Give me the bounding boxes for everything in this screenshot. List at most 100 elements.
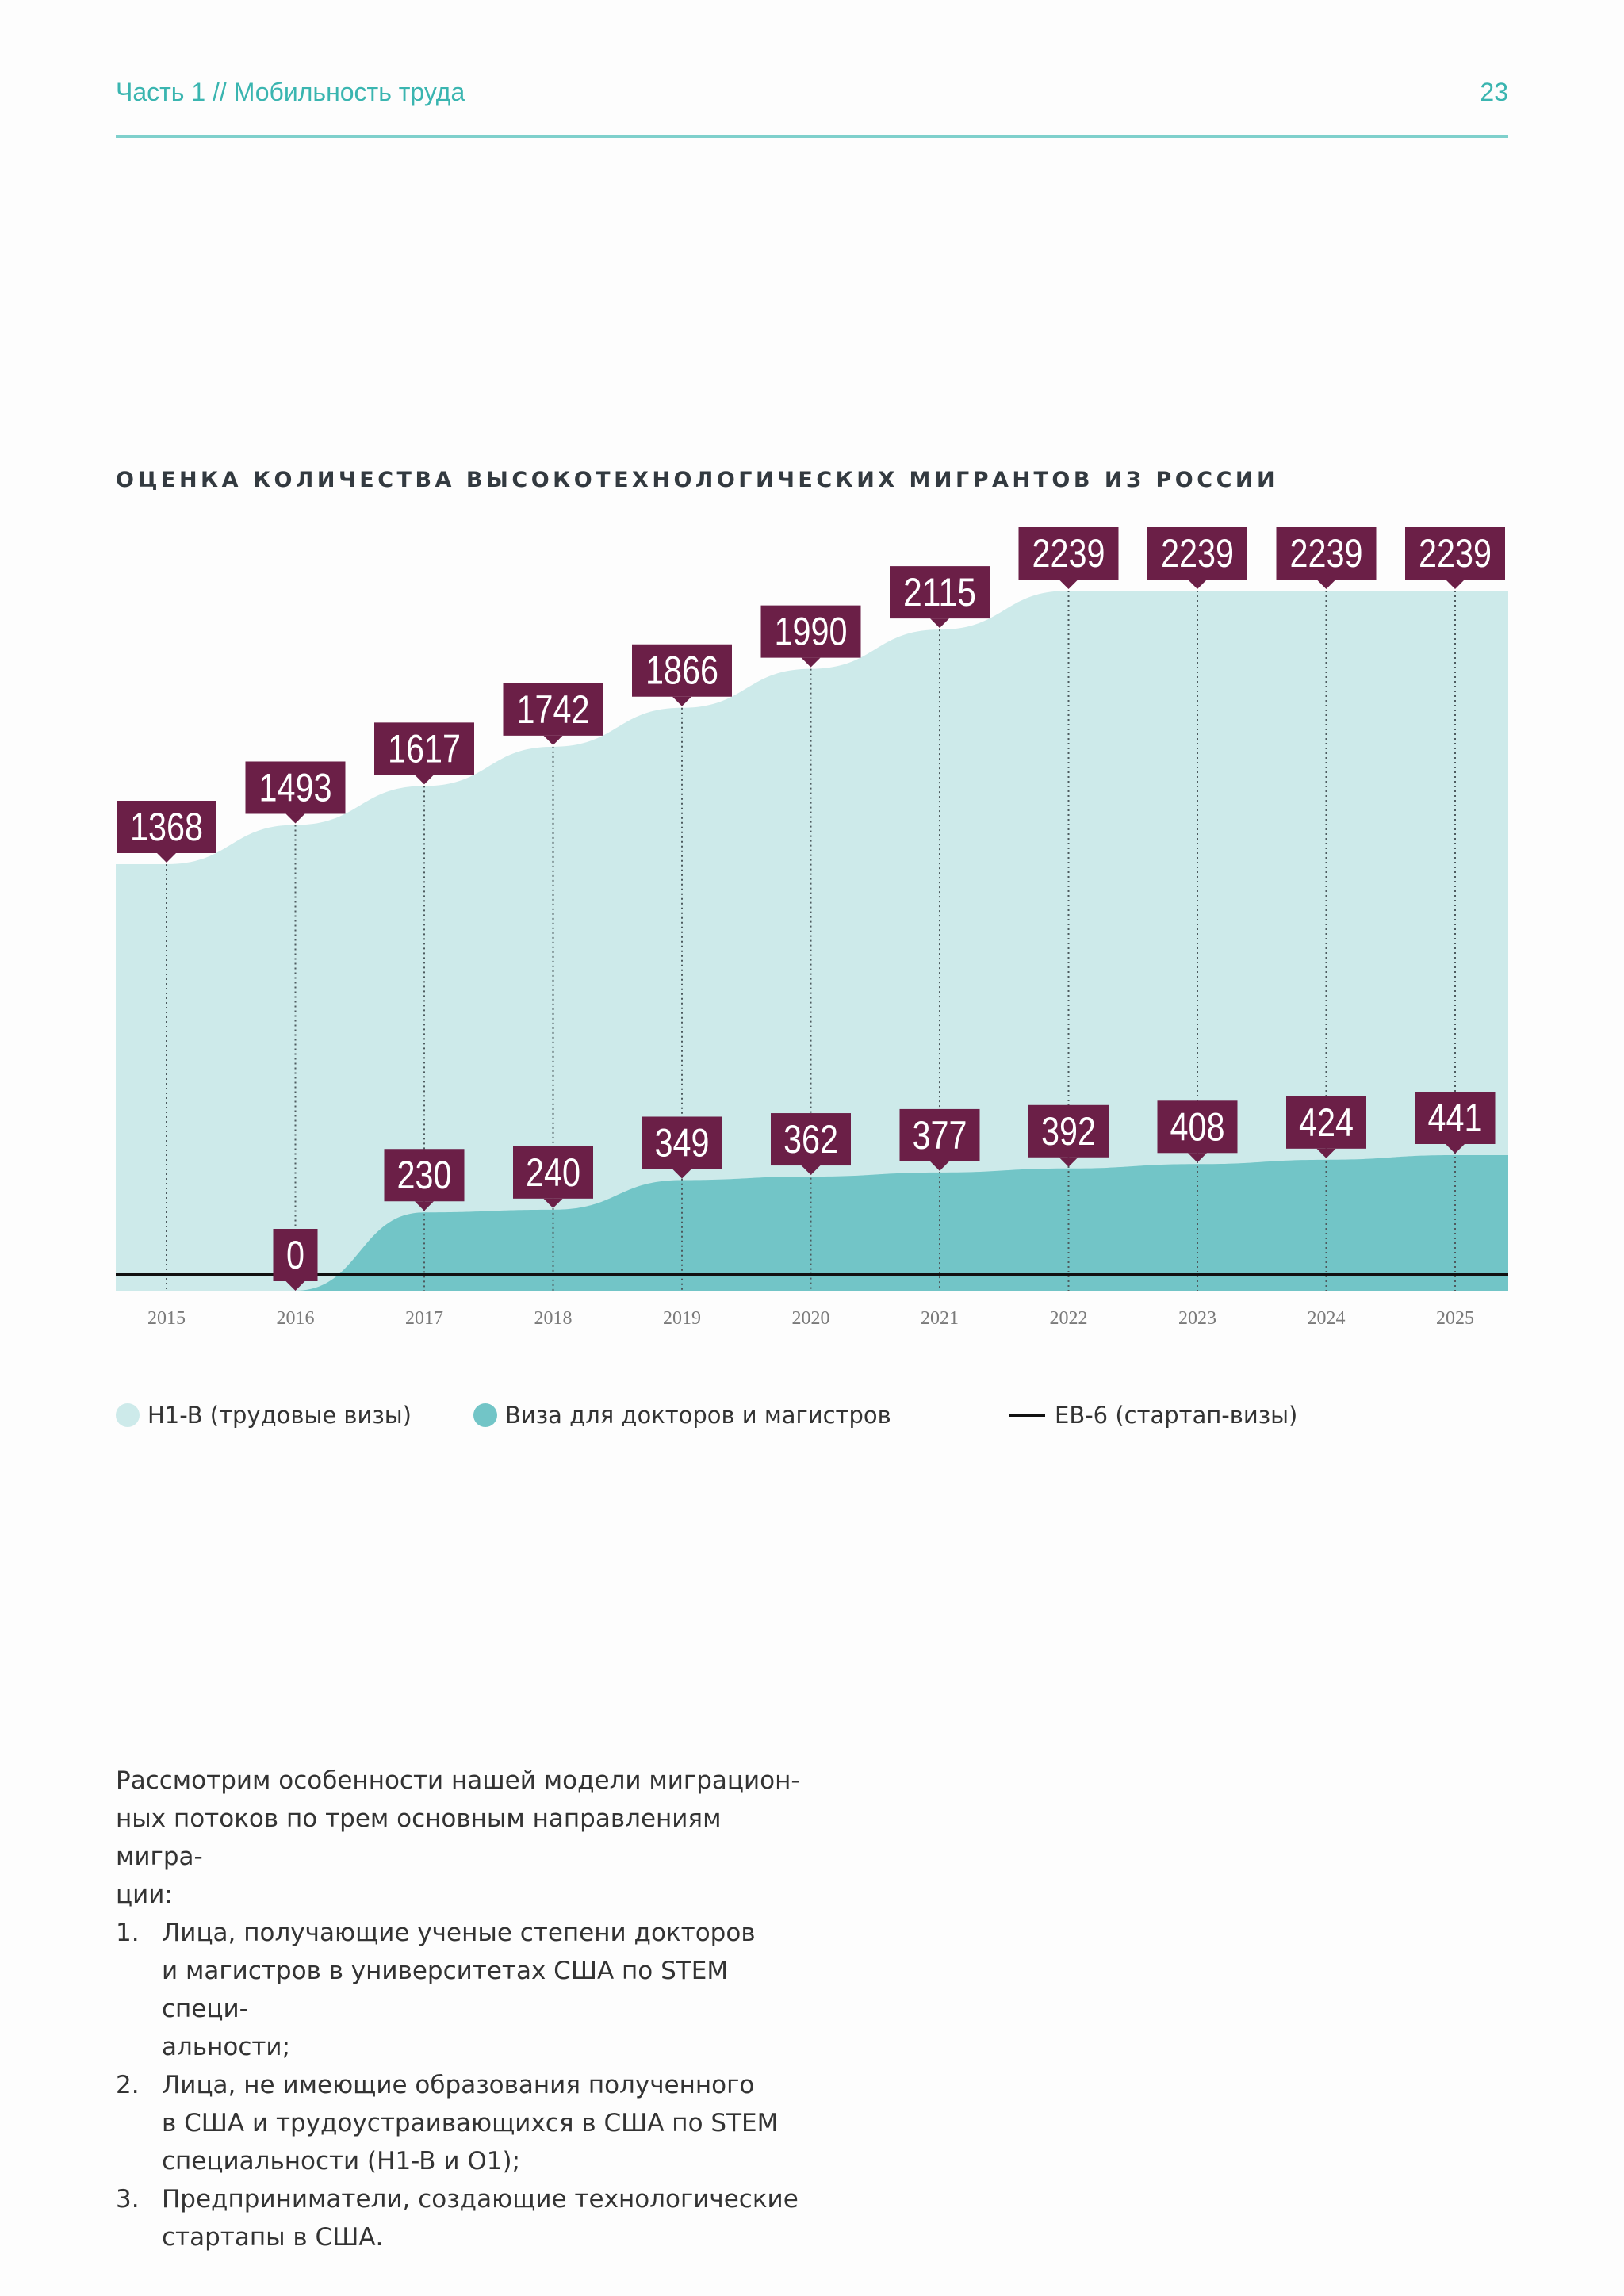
value-label-box xyxy=(760,605,861,658)
x-tick-label: 2022 xyxy=(1050,1308,1088,1329)
list-item-number: 1. xyxy=(116,1919,140,1947)
legend-eb6-label: EB-6 (стартап-визы) xyxy=(1055,1402,1298,1429)
doctors-value-label: 392 xyxy=(1028,1104,1109,1167)
value-label-text: 1617 xyxy=(388,726,461,771)
chart-title: ОЦЕНКА КОЛИЧЕСТВА ВЫСОКОТЕХНОЛОГИЧЕСКИХ … xyxy=(116,468,1279,492)
value-label-text: 2239 xyxy=(1290,531,1363,576)
value-label-pointer xyxy=(1059,580,1078,589)
value-label-pointer xyxy=(672,1169,691,1179)
h1b-value-label: 1866 xyxy=(632,644,732,706)
value-label-text: 441 xyxy=(1428,1096,1483,1140)
value-label-pointer xyxy=(1316,580,1336,589)
value-label-pointer xyxy=(1059,1157,1078,1167)
value-label-pointer xyxy=(1446,580,1465,589)
x-tick-label: 2021 xyxy=(921,1308,959,1329)
x-tick-label: 2017 xyxy=(405,1308,443,1329)
doctors-value-label: 377 xyxy=(899,1108,980,1171)
value-label-text: 377 xyxy=(913,1113,967,1158)
legend-h1b-label: H1-B (трудовые визы) xyxy=(147,1402,412,1429)
value-label-text: 1866 xyxy=(645,649,718,693)
doctors-value-label: 441 xyxy=(1415,1092,1496,1154)
list-item-text: Лица, не имеющие образования полученного… xyxy=(162,2071,779,2175)
legend-eb6-swatch xyxy=(1009,1414,1045,1417)
value-label-pointer xyxy=(1188,1153,1207,1163)
value-label-pointer xyxy=(930,618,949,629)
h1b-value-label: 2239 xyxy=(1405,527,1505,589)
doctors-value-label: 362 xyxy=(771,1113,851,1176)
legend-h1b: H1-B (трудовые визы) xyxy=(116,1402,412,1429)
doctors-value-label: 0 xyxy=(273,1229,318,1291)
legend-eb6: EB-6 (стартап-визы) xyxy=(1009,1402,1297,1429)
value-label-text: 2239 xyxy=(1419,531,1492,576)
doctors-area xyxy=(116,1155,1508,1291)
body-text: Рассмотрим особенности нашей модели мигр… xyxy=(116,1762,814,2256)
value-label-pointer xyxy=(801,1165,821,1176)
value-label-pointer xyxy=(1316,1148,1336,1158)
header-divider xyxy=(116,135,1508,138)
value-label-box xyxy=(890,566,990,619)
value-label-pointer xyxy=(930,1161,949,1171)
value-label-box xyxy=(245,761,346,814)
value-label-text: 2239 xyxy=(1032,531,1105,576)
h1b-value-label: 2239 xyxy=(1147,527,1247,589)
value-label-text: 392 xyxy=(1041,1109,1096,1154)
value-label-box xyxy=(1147,527,1247,580)
value-label-box xyxy=(642,1116,722,1169)
h1b-value-label: 1617 xyxy=(374,722,474,785)
body-list: 1. Лица, получающие ученые степени докто… xyxy=(116,1914,814,2256)
value-label-pointer xyxy=(801,657,821,668)
value-label-text: 362 xyxy=(783,1117,838,1161)
value-label-box xyxy=(374,722,474,775)
x-tick-label: 2016 xyxy=(277,1308,315,1329)
value-label-box xyxy=(1028,1104,1109,1158)
list-item: 3. Предприниматели, создающие технологич… xyxy=(116,2180,814,2256)
value-label-pointer xyxy=(672,696,691,706)
doctors-value-label: 349 xyxy=(642,1116,722,1179)
header-section-title: Часть 1 // Мобильность труда xyxy=(116,78,465,106)
value-label-pointer xyxy=(285,1281,305,1291)
value-label-text: 424 xyxy=(1299,1100,1354,1145)
legend-doctors-label: Виза для докторов и магистров xyxy=(505,1402,891,1429)
value-label-text: 2239 xyxy=(1161,531,1234,576)
value-label-text: 408 xyxy=(1170,1104,1225,1149)
value-label-pointer xyxy=(1188,580,1207,589)
migrants-chart: 2015 2016 2017 2018 2019 2020 2021 2022 2023 2024… xyxy=(116,527,1508,1329)
x-tick-label: 2020 xyxy=(792,1308,830,1329)
value-label-box xyxy=(1405,527,1505,580)
list-item-text: Предприниматели, создающие технологическ… xyxy=(162,2185,799,2252)
value-label-text: 349 xyxy=(655,1121,710,1165)
list-item-number: 2. xyxy=(116,2071,140,2099)
doctors-value-label: 424 xyxy=(1286,1096,1366,1158)
value-label-box xyxy=(384,1149,465,1202)
x-tick-label: 2023 xyxy=(1178,1308,1216,1329)
body-intro: Рассмотрим особенности нашей модели мигр… xyxy=(116,1766,800,1909)
value-label-box xyxy=(503,683,603,736)
value-label-box xyxy=(1018,527,1119,580)
doctors-value-label: 240 xyxy=(513,1146,593,1208)
legend-doctors-swatch xyxy=(473,1403,497,1427)
value-label-pointer xyxy=(415,1201,434,1211)
value-label-text: 2115 xyxy=(903,570,976,614)
list-item-number: 3. xyxy=(116,2185,140,2214)
value-label-pointer xyxy=(415,775,434,785)
value-label-box xyxy=(513,1146,593,1199)
h1b-value-label: 2239 xyxy=(1018,527,1119,589)
value-label-box xyxy=(1157,1100,1238,1154)
x-tick-label: 2015 xyxy=(147,1308,186,1329)
page-number: 23 xyxy=(1480,78,1508,106)
legend-h1b-swatch xyxy=(116,1403,140,1427)
value-label-box xyxy=(273,1229,318,1281)
value-label-box xyxy=(117,801,216,853)
value-label-box xyxy=(771,1113,851,1166)
value-label-text: 1493 xyxy=(259,765,332,809)
x-tick-label: 2018 xyxy=(534,1308,573,1329)
legend-doctors: Виза для докторов и магистров xyxy=(473,1402,891,1429)
value-label-text: 230 xyxy=(397,1153,452,1197)
doctors-value-label: 230 xyxy=(384,1149,465,1211)
list-item: 2. Лица, не имеющие образования полученн… xyxy=(116,2066,814,2180)
value-label-pointer xyxy=(543,1198,563,1208)
h1b-value-label: 2239 xyxy=(1276,527,1377,589)
value-label-pointer xyxy=(543,735,563,745)
value-label-text: 1368 xyxy=(130,805,203,849)
h1b-value-label: 1742 xyxy=(503,683,603,745)
